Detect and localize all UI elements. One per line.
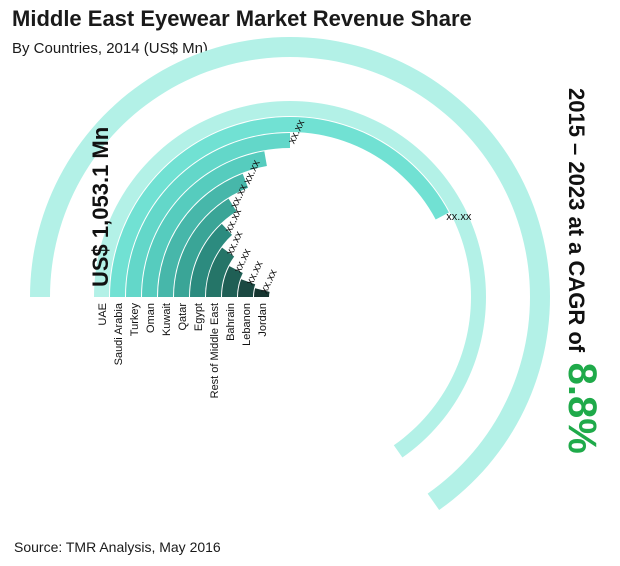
category-label: Kuwait bbox=[161, 303, 173, 336]
category-label: Qatar bbox=[177, 303, 189, 331]
category-label: UAE bbox=[97, 303, 109, 326]
category-label: Egypt bbox=[193, 303, 205, 331]
cagr-annotation: 2015 – 2023 at a CAGR of 8.8% bbox=[560, 88, 604, 454]
source-note: Source: TMR Analysis, May 2016 bbox=[14, 539, 221, 555]
bar-jordan bbox=[254, 288, 270, 297]
category-label: Turkey bbox=[129, 303, 141, 337]
cagr-value: 8.8% bbox=[560, 363, 604, 454]
total-value-label: US$ 1,053.1 Mn bbox=[88, 127, 113, 287]
chart-subtitle: By Countries, 2014 (US$ Mn) bbox=[12, 40, 208, 57]
bar-oman bbox=[142, 151, 267, 297]
bar-bahrain bbox=[222, 266, 243, 297]
bar-egypt bbox=[190, 223, 233, 297]
category-label: Lebanon bbox=[241, 303, 253, 346]
bar-qatar bbox=[174, 198, 237, 297]
data-label: xx.xx bbox=[446, 211, 472, 223]
bar-rest-of-middle-east bbox=[206, 247, 235, 297]
category-label: Rest of Middle East bbox=[209, 303, 221, 398]
bar-saudi-arabia bbox=[110, 116, 449, 297]
category-label: Saudi Arabia bbox=[113, 302, 125, 365]
chart-title: Middle East Eyewear Market Revenue Share bbox=[12, 6, 472, 31]
category-label: Oman bbox=[145, 303, 157, 333]
bar-lebanon bbox=[238, 279, 256, 297]
bar-turkey bbox=[126, 133, 290, 297]
category-label: Jordan bbox=[257, 303, 269, 337]
cagr-prefix: 2015 – 2023 at a CAGR of bbox=[564, 88, 589, 353]
category-label: Bahrain bbox=[225, 303, 237, 341]
bar-kuwait bbox=[158, 173, 249, 297]
